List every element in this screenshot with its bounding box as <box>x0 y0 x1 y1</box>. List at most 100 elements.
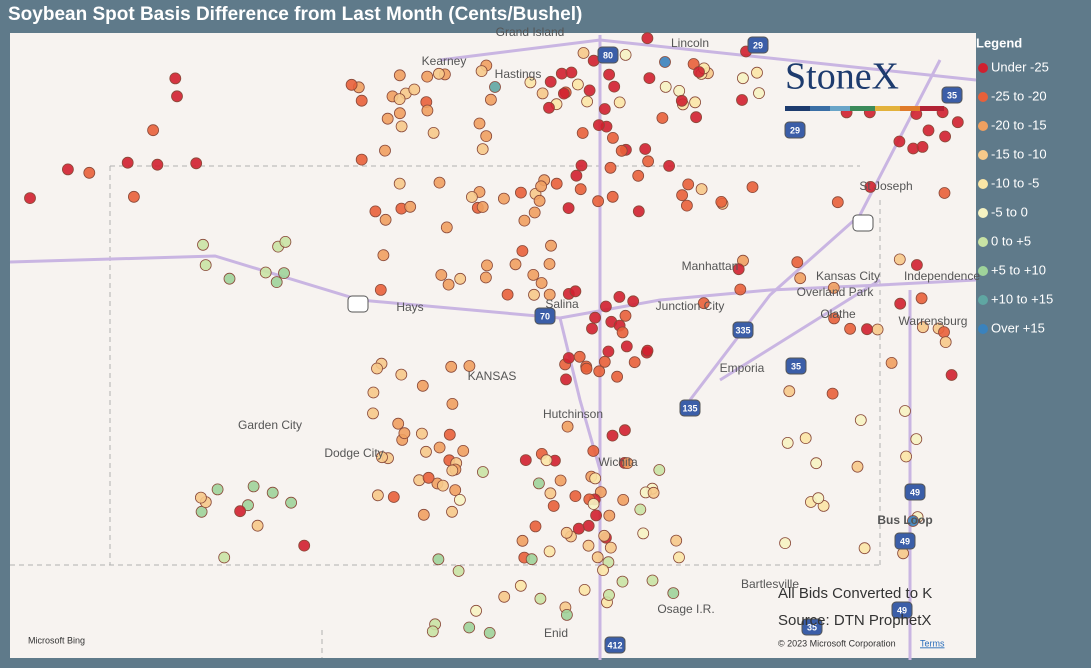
bid-location <box>481 259 493 272</box>
note: All Bids Converted to K <box>778 585 932 602</box>
bid-location <box>416 379 429 392</box>
road-shield: 35 <box>801 618 823 636</box>
bid-location <box>169 72 182 85</box>
bid-location <box>562 202 575 215</box>
shield-bg <box>732 321 754 339</box>
bid-location <box>298 539 311 552</box>
road-shield: 71 <box>852 214 874 232</box>
bid-location <box>592 195 604 208</box>
bid-location <box>619 309 632 322</box>
legend-label: +10 to +15 <box>991 291 1053 306</box>
bid-location <box>457 444 470 457</box>
bid-location <box>371 362 383 375</box>
bid-location <box>543 288 556 301</box>
bid-location <box>659 81 672 93</box>
terms-link[interactable]: Terms <box>920 638 945 648</box>
bid-location <box>369 205 382 218</box>
bid-location <box>223 272 236 285</box>
bid-location <box>951 116 964 129</box>
bid-location <box>587 445 600 457</box>
city-label: Kearney <box>422 54 467 68</box>
bid-location <box>234 505 247 518</box>
bid-location <box>24 192 36 205</box>
shield-bg <box>784 121 806 139</box>
shield-number: 35 <box>791 361 801 371</box>
bid-location <box>854 414 867 427</box>
bid-location <box>376 451 388 464</box>
city-label: Wichita <box>598 455 638 469</box>
bid-location <box>509 258 522 271</box>
bid-location <box>779 537 791 549</box>
bid-location <box>613 290 626 303</box>
road-shield: 49 <box>891 601 913 619</box>
bid-location <box>446 505 458 518</box>
bid-location <box>242 499 254 512</box>
bid-location <box>600 300 612 313</box>
bid-location <box>480 130 493 143</box>
bid-location <box>279 235 292 248</box>
bid-location <box>746 181 759 194</box>
bid-location <box>576 127 589 139</box>
bid-location <box>404 200 417 213</box>
bid-location <box>392 417 405 430</box>
bid-location <box>498 590 511 603</box>
bid-location <box>484 93 497 106</box>
bid-location <box>470 604 483 617</box>
bid-location <box>794 272 807 285</box>
legend-label: -10 to -5 <box>991 175 1039 190</box>
legend-swatch <box>978 121 988 131</box>
bid-location <box>799 432 812 445</box>
bid-location <box>642 155 654 168</box>
bid-location <box>570 169 583 182</box>
bid-location <box>715 195 728 208</box>
bid-location <box>535 180 547 193</box>
city-label: Bus Loop <box>877 513 932 527</box>
city-label: Grand Island <box>496 25 565 39</box>
bid-location <box>577 47 590 59</box>
bid-location <box>194 491 207 504</box>
bid-location <box>436 479 449 492</box>
road-shield: 35 <box>785 357 807 375</box>
bid-location <box>432 553 445 566</box>
bid-location <box>604 161 617 174</box>
shield-number: 29 <box>790 125 800 135</box>
bid-location <box>591 551 604 564</box>
bid-location <box>606 429 619 442</box>
bid-location <box>608 80 621 93</box>
bid-location <box>393 107 406 120</box>
bid-location <box>475 65 488 77</box>
bid-location <box>583 84 596 97</box>
bid-location <box>529 520 542 533</box>
bid-location <box>398 427 411 440</box>
bid-location <box>270 276 283 289</box>
city-label: Warrensburg <box>899 314 968 328</box>
bid-location <box>616 575 629 588</box>
bid-location <box>278 267 290 280</box>
bid-location <box>575 159 588 172</box>
legend-swatch <box>978 266 988 276</box>
bing-attribution: Microsoft Bing <box>28 635 85 645</box>
city-label: Hastings <box>495 67 542 81</box>
bid-location <box>446 397 459 410</box>
bid-location <box>938 187 951 199</box>
shield-bg <box>679 399 701 417</box>
bid-location <box>604 541 617 554</box>
bid-location <box>151 158 164 171</box>
bid-location <box>415 427 428 440</box>
bid-location <box>266 486 279 499</box>
legend-label: 0 to +5 <box>991 233 1031 248</box>
bid-location <box>689 96 701 109</box>
shield-bg <box>801 618 823 636</box>
shield-number: 49 <box>900 536 910 546</box>
bid-location <box>540 454 553 467</box>
bid-location <box>632 169 645 182</box>
shield-bg <box>747 36 769 54</box>
copyright: © 2023 Microsoft Corporation <box>778 638 896 648</box>
bid-location <box>667 587 680 599</box>
bid-location <box>783 385 796 398</box>
bid-location <box>627 295 640 308</box>
road-shield: 29 <box>784 121 806 139</box>
bid-location <box>427 126 440 139</box>
note: Source: DTN ProphetX <box>778 612 931 629</box>
shield-number: 71 <box>858 218 868 228</box>
